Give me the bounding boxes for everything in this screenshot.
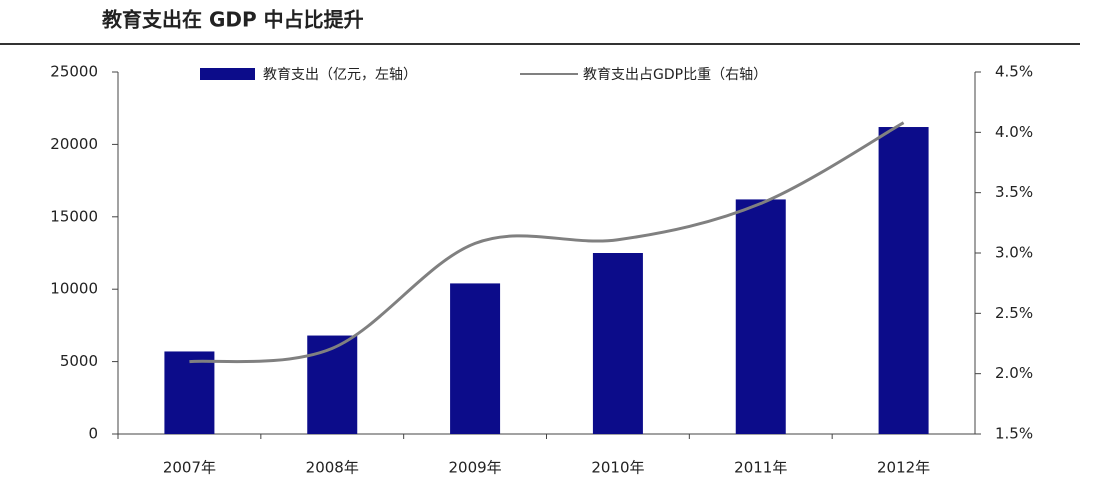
bar [164,351,215,434]
legend-label: 教育支出占GDP比重（右轴） [583,67,767,83]
y-tick-label: 0 [88,425,98,443]
y-tick-label: 20000 [50,135,98,153]
bar [307,335,358,434]
line [189,121,905,364]
y-tick-label: 15000 [50,207,98,225]
legend-swatch [200,68,255,80]
y2-tick-label: 3.0% [995,244,1033,262]
x-tick-label: 2011年 [734,459,787,477]
y2-tick-label: 4.5% [995,63,1033,81]
bar [450,283,501,434]
y-tick-label: 5000 [60,352,98,370]
y2-tick-label: 3.5% [995,183,1033,201]
bar [592,253,643,434]
x-tick-label: 2012年 [877,459,930,477]
y2-tick-label: 4.0% [995,123,1033,141]
y2-tick-label: 1.5% [995,425,1033,443]
x-tick-label: 2008年 [306,459,359,477]
bar [735,199,786,434]
x-tick-label: 2007年 [163,459,216,477]
x-tick-label: 2009年 [448,459,501,477]
bar [878,127,929,435]
y-tick-label: 25000 [50,63,98,81]
y2-tick-label: 2.5% [995,304,1033,322]
legend-label: 教育支出（亿元，左轴） [263,67,417,83]
y2-tick-label: 2.0% [995,364,1033,382]
y-tick-label: 10000 [50,280,98,298]
x-tick-label: 2010年 [591,459,644,477]
chart-title: 教育支出在 GDP 中占比提升 [102,8,364,32]
